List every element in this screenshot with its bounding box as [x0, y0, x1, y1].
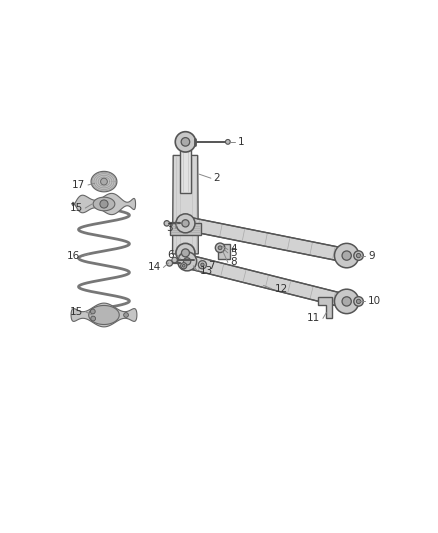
- Circle shape: [182, 264, 185, 267]
- Circle shape: [181, 263, 187, 269]
- Circle shape: [181, 249, 189, 257]
- Text: 12: 12: [275, 284, 288, 294]
- Polygon shape: [89, 305, 119, 325]
- Polygon shape: [93, 197, 115, 211]
- Circle shape: [100, 200, 108, 208]
- Circle shape: [91, 316, 95, 321]
- Circle shape: [335, 289, 359, 313]
- Text: 13: 13: [200, 266, 213, 276]
- Circle shape: [182, 220, 189, 227]
- Circle shape: [198, 261, 206, 269]
- Polygon shape: [72, 193, 135, 215]
- Circle shape: [176, 214, 195, 233]
- Circle shape: [342, 297, 351, 306]
- Text: 4: 4: [230, 245, 237, 254]
- Polygon shape: [185, 255, 348, 308]
- Circle shape: [164, 221, 170, 226]
- Polygon shape: [71, 303, 137, 327]
- Polygon shape: [318, 297, 332, 318]
- Text: 15: 15: [69, 306, 83, 317]
- Circle shape: [342, 251, 351, 260]
- Text: 1: 1: [237, 137, 244, 147]
- Circle shape: [101, 178, 107, 185]
- Circle shape: [226, 140, 230, 144]
- Circle shape: [184, 258, 191, 265]
- Polygon shape: [180, 143, 191, 193]
- Polygon shape: [184, 217, 348, 262]
- Circle shape: [181, 138, 190, 146]
- Circle shape: [354, 297, 363, 306]
- Polygon shape: [173, 156, 198, 254]
- Circle shape: [176, 244, 195, 262]
- Circle shape: [354, 251, 363, 260]
- Text: 17: 17: [72, 180, 85, 190]
- Text: 15: 15: [69, 203, 83, 213]
- Circle shape: [124, 313, 128, 317]
- Text: 9: 9: [368, 251, 374, 261]
- Text: 5: 5: [230, 248, 237, 258]
- Circle shape: [178, 252, 197, 271]
- Circle shape: [335, 244, 359, 268]
- Circle shape: [357, 254, 361, 258]
- Circle shape: [166, 260, 173, 266]
- Text: 14: 14: [148, 262, 161, 272]
- Text: 7: 7: [208, 262, 215, 271]
- Circle shape: [215, 243, 225, 253]
- Text: 3: 3: [166, 223, 173, 233]
- Circle shape: [218, 246, 222, 249]
- Text: 8: 8: [230, 257, 237, 268]
- Text: 2: 2: [214, 173, 220, 183]
- Text: 16: 16: [67, 251, 80, 261]
- Circle shape: [172, 257, 177, 263]
- Text: 10: 10: [368, 296, 381, 306]
- Text: 11: 11: [307, 313, 320, 324]
- Circle shape: [357, 299, 361, 304]
- Polygon shape: [91, 172, 117, 192]
- Circle shape: [175, 132, 196, 152]
- Polygon shape: [218, 244, 230, 259]
- Circle shape: [91, 309, 95, 314]
- Polygon shape: [170, 223, 201, 235]
- Circle shape: [201, 263, 204, 266]
- Text: 6: 6: [168, 250, 174, 260]
